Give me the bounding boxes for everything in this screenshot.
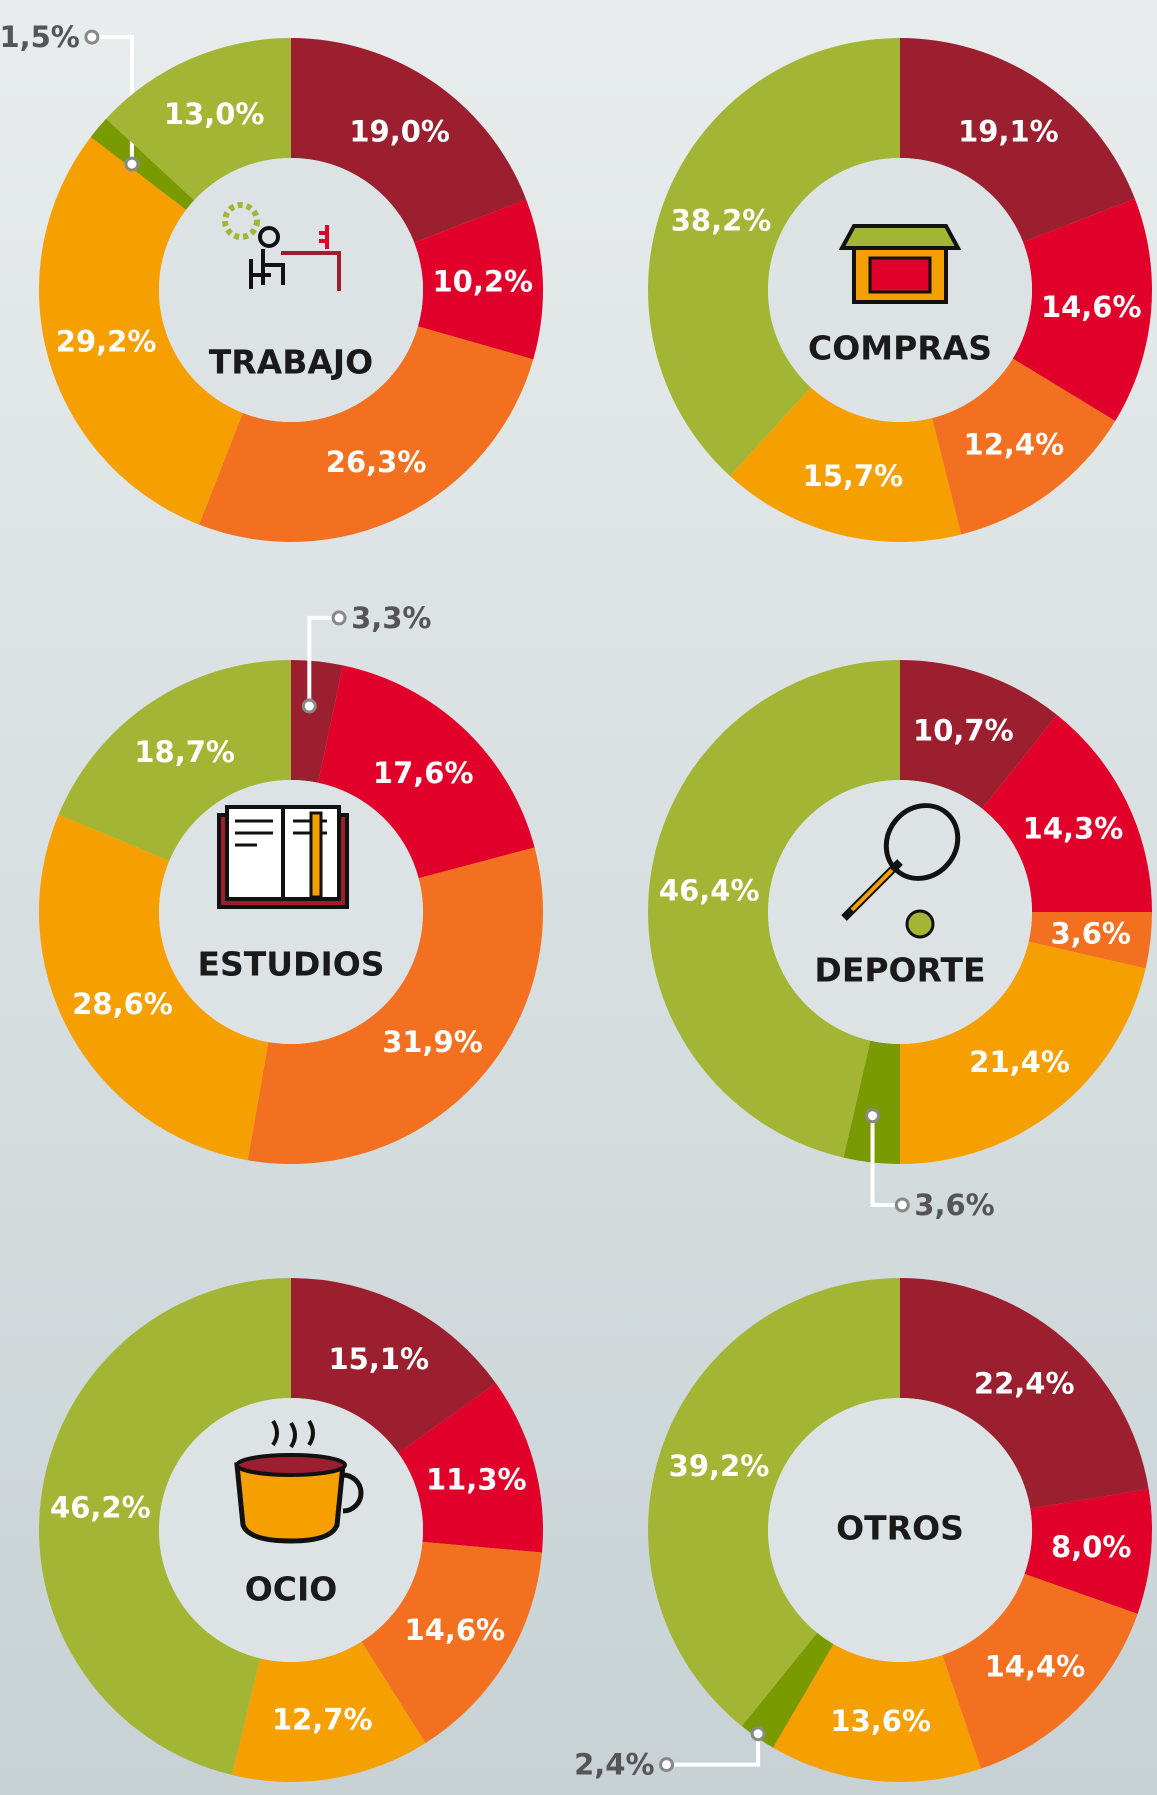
- donut-segment: [1012, 198, 1152, 421]
- donut-segment: [39, 1278, 291, 1776]
- donut-segment: [729, 387, 962, 542]
- donut-segment: [232, 1641, 426, 1783]
- center-disc: [159, 158, 423, 422]
- center-disc: [768, 1398, 1032, 1662]
- donut-segment: [741, 1632, 834, 1748]
- value-label: 19,1%: [958, 115, 1059, 149]
- icon-book: [217, 805, 349, 909]
- value-label: 14,3%: [1023, 812, 1124, 846]
- callout-line: [870, 1115, 903, 1207]
- value-label: 38,2%: [671, 203, 772, 237]
- value-label: 15,1%: [328, 1342, 429, 1376]
- donut-segment: [291, 1278, 496, 1454]
- donut-segment: [648, 38, 900, 476]
- donut-segment: [932, 358, 1116, 535]
- donut-segment: [106, 38, 291, 201]
- value-label: 13,6%: [830, 1704, 931, 1738]
- center-title: DEPORTE: [814, 951, 985, 990]
- value-label: 21,4%: [969, 1045, 1070, 1079]
- donut-segment: [900, 941, 1146, 1164]
- donut-segment: [773, 1644, 981, 1783]
- callout-line: [307, 615, 340, 707]
- value-label: 31,9%: [382, 1025, 483, 1059]
- value-label: 14,4%: [985, 1650, 1086, 1684]
- value-label: 3,3%: [351, 601, 431, 635]
- donut-segment: [900, 660, 1057, 809]
- value-label: 15,7%: [803, 459, 904, 493]
- callout-dot: [301, 698, 317, 714]
- donut-segment: [647, 660, 900, 1158]
- donut-segment: [398, 1383, 543, 1553]
- donut-segment: [58, 660, 292, 861]
- value-label: 10,2%: [433, 264, 534, 298]
- donut-segment: [1024, 1489, 1152, 1614]
- center-disc: [768, 780, 1032, 1044]
- donut-segment: [318, 665, 535, 879]
- value-label: 12,7%: [272, 1702, 373, 1736]
- donut-segment: [361, 1541, 542, 1744]
- callout-dot: [659, 1757, 675, 1773]
- icon-cup: [234, 1419, 364, 1544]
- center-title: OCIO: [245, 1570, 338, 1609]
- center-title: COMPRAS: [808, 329, 992, 368]
- donut-segment: [199, 326, 534, 542]
- donut-segment: [648, 1278, 900, 1727]
- center-title: ESTUDIOS: [197, 945, 384, 984]
- value-label: 10,7%: [913, 714, 1014, 748]
- value-label: 46,4%: [659, 873, 760, 907]
- donut-segment: [291, 38, 527, 243]
- value-label: 12,4%: [964, 428, 1065, 462]
- donut-chart: 10,7% 14,3% 3,6% 21,4% 3,6% 46,4% DEPORTE: [647, 660, 1152, 1222]
- donut-segment: [247, 847, 543, 1164]
- donut-segment: [900, 1278, 1149, 1509]
- donut-segment: [982, 714, 1152, 912]
- donut-chart: 22,4% 8,0% 14,4% 13,6% 2,4% 39,2% OTROS: [574, 1278, 1152, 1783]
- donut-chart: 19,0% 10,2% 26,3% 29,2% 1,5% 13,0% TRABAJO: [0, 20, 543, 542]
- value-label: 3,6%: [1051, 917, 1131, 951]
- callout-dot: [750, 1726, 766, 1742]
- callout-dot: [124, 156, 140, 172]
- icons: [217, 202, 962, 1544]
- donut-segment: [90, 118, 195, 210]
- value-label: 39,2%: [669, 1449, 770, 1483]
- value-label: 17,6%: [373, 756, 474, 790]
- charts: 19,0% 10,2% 26,3% 29,2% 1,5% 13,0% TRABAJO 19,1…: [0, 20, 1152, 1783]
- callout-dot: [331, 610, 347, 626]
- donut-segment: [291, 660, 343, 783]
- icon-racket: [841, 803, 961, 939]
- donut-segment: [900, 38, 1135, 243]
- value-label: 26,3%: [326, 445, 427, 479]
- value-label: 14,6%: [1041, 290, 1142, 324]
- center-title: OTROS: [836, 1509, 964, 1548]
- value-label: 19,0%: [349, 115, 450, 149]
- icon-shop: [838, 224, 962, 304]
- donut-segment: [942, 1573, 1138, 1769]
- callout-dot: [84, 29, 100, 45]
- value-label: 46,2%: [50, 1490, 151, 1524]
- donut-segment: [843, 1040, 900, 1164]
- value-label: 8,0%: [1051, 1530, 1131, 1564]
- value-label: 13,0%: [164, 97, 265, 131]
- value-label: 18,7%: [134, 735, 235, 769]
- value-label: 14,6%: [405, 1613, 506, 1647]
- value-label: 28,6%: [72, 987, 173, 1021]
- value-label: 11,3%: [426, 1463, 527, 1497]
- value-label: 2,4%: [574, 1748, 654, 1782]
- callout-dot: [865, 1108, 881, 1124]
- donut-segment: [38, 814, 269, 1161]
- center-title: TRABAJO: [209, 343, 373, 382]
- value-label: 3,6%: [914, 1188, 994, 1222]
- donut-segment: [39, 137, 243, 525]
- callout-line: [666, 1733, 761, 1767]
- value-label: 22,4%: [974, 1367, 1075, 1401]
- value-label: 29,2%: [56, 325, 157, 359]
- donut-segment: [1028, 912, 1152, 969]
- value-label: 1,5%: [0, 20, 80, 54]
- icon-work: [222, 202, 341, 291]
- donut-segment: [414, 199, 543, 360]
- callout-dot: [894, 1197, 910, 1213]
